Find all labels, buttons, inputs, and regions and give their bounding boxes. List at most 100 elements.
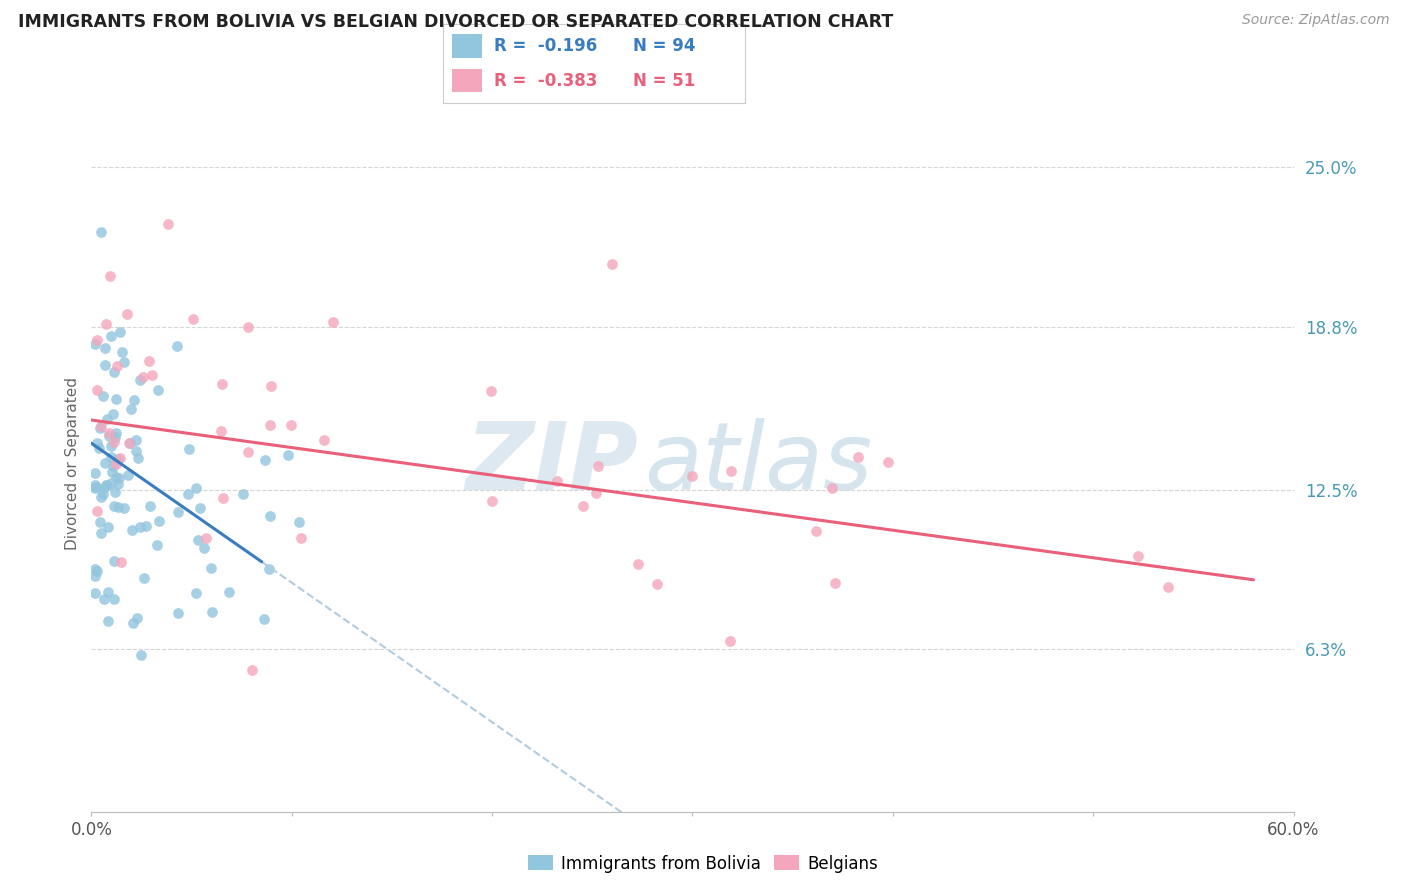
Point xyxy=(91,486,114,500)
Point xyxy=(139,500,162,514)
Point xyxy=(194,531,217,545)
Point xyxy=(97,520,120,534)
Point xyxy=(117,468,139,483)
Point xyxy=(84,481,107,495)
Point xyxy=(209,424,232,438)
Point xyxy=(187,533,209,548)
Point xyxy=(120,401,142,416)
Text: ZIP: ZIP xyxy=(465,417,638,510)
Point xyxy=(100,439,122,453)
Point xyxy=(86,503,108,517)
Point xyxy=(91,389,114,403)
Point xyxy=(110,450,132,465)
Point xyxy=(259,417,281,432)
Point xyxy=(90,419,112,434)
Point xyxy=(105,426,128,441)
Point xyxy=(93,591,115,606)
Point xyxy=(86,480,108,494)
Point xyxy=(546,475,568,489)
Text: atlas: atlas xyxy=(644,418,873,509)
Point xyxy=(103,365,125,379)
Point xyxy=(101,465,124,479)
Point xyxy=(254,452,277,467)
Point xyxy=(877,455,900,469)
Point xyxy=(218,584,240,599)
Point xyxy=(105,470,128,484)
Point xyxy=(98,425,121,440)
Point xyxy=(107,452,129,467)
Point xyxy=(1128,549,1150,564)
Point xyxy=(96,411,118,425)
Point xyxy=(108,325,131,339)
Point xyxy=(118,436,141,450)
Point xyxy=(124,392,146,407)
Point xyxy=(1157,580,1180,594)
Point xyxy=(280,417,302,432)
Point xyxy=(314,433,336,447)
Point xyxy=(184,481,207,495)
Point xyxy=(86,383,108,397)
Point xyxy=(103,554,125,568)
Point xyxy=(84,562,107,576)
Point xyxy=(240,663,263,677)
Point xyxy=(156,217,179,231)
Point xyxy=(177,486,200,500)
Text: R =  -0.383: R = -0.383 xyxy=(495,71,598,89)
Point xyxy=(100,450,122,464)
Point xyxy=(100,476,122,491)
Point xyxy=(125,443,148,458)
Point xyxy=(201,605,224,619)
Y-axis label: Divorced or Separated: Divorced or Separated xyxy=(65,377,80,550)
Point xyxy=(112,501,135,516)
Point xyxy=(104,457,127,471)
Point xyxy=(135,518,157,533)
Bar xyxy=(451,34,482,58)
Point xyxy=(84,569,107,583)
Point xyxy=(848,450,870,464)
Point xyxy=(125,433,148,447)
Point xyxy=(84,585,107,599)
Point xyxy=(146,538,169,552)
Point xyxy=(257,562,280,576)
Point xyxy=(181,311,204,326)
Point xyxy=(720,464,742,478)
Point xyxy=(97,584,120,599)
Point xyxy=(804,524,827,538)
Point xyxy=(100,329,122,343)
Point xyxy=(101,458,124,473)
Point xyxy=(110,555,132,569)
Point xyxy=(86,564,108,578)
Point xyxy=(479,384,502,398)
Bar xyxy=(451,69,482,93)
Point xyxy=(98,268,121,283)
Point xyxy=(101,408,124,422)
Point xyxy=(93,481,115,495)
Point xyxy=(212,491,235,505)
Text: Source: ZipAtlas.com: Source: ZipAtlas.com xyxy=(1241,13,1389,28)
Text: N = 51: N = 51 xyxy=(633,71,696,89)
Point xyxy=(481,493,503,508)
Point xyxy=(200,561,222,575)
Point xyxy=(94,359,117,373)
Legend: Immigrants from Bolivia, Belgians: Immigrants from Bolivia, Belgians xyxy=(522,848,884,880)
Point xyxy=(90,526,112,541)
Point xyxy=(117,307,139,321)
Point xyxy=(127,610,149,624)
Point xyxy=(824,575,846,590)
Point xyxy=(97,429,120,443)
Point xyxy=(104,430,127,444)
Point xyxy=(193,541,215,556)
Text: R =  -0.196: R = -0.196 xyxy=(495,37,598,55)
Point xyxy=(121,615,143,630)
Point xyxy=(108,471,131,485)
Point xyxy=(132,370,155,384)
Point xyxy=(89,421,111,435)
Point xyxy=(103,499,125,513)
Point xyxy=(184,586,207,600)
Point xyxy=(232,487,254,501)
Point xyxy=(167,505,190,519)
Point xyxy=(129,520,152,534)
Point xyxy=(211,377,233,392)
Point xyxy=(104,484,127,499)
Point xyxy=(87,441,110,455)
